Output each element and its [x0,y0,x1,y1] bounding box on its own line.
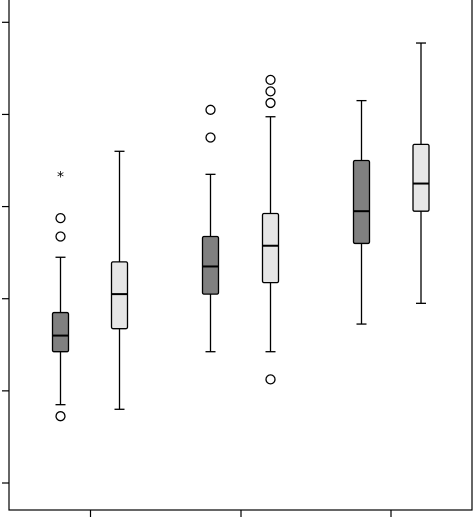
box-group-2-light [261,74,280,385]
outlier-point [55,411,66,422]
plot-border [8,0,473,511]
x-axis-ticks [89,510,392,517]
outlier-point [265,86,276,97]
iqr-box [261,212,280,284]
iqr-box [51,311,70,353]
outlier-point [205,132,216,143]
outlier-point [55,212,66,224]
box-series: * [51,42,430,422]
iqr-box [110,261,129,330]
box-group-3-dark [352,99,371,325]
outlier-point [265,74,276,86]
outlier-point [265,374,276,385]
plot-frame [8,0,473,511]
box-group-2-dark [201,104,220,353]
outlier-point [55,231,66,242]
outlier-point [205,104,216,115]
outlier-point [265,97,276,109]
box-group-3-light [412,42,430,304]
extreme-outlier-star: * [57,170,64,186]
iqr-box [352,159,371,245]
box-group-1-dark: * [51,170,70,422]
iqr-box [412,143,430,212]
iqr-box [201,235,220,295]
box-group-1-light [110,150,129,410]
y-axis-ticks [2,21,9,484]
